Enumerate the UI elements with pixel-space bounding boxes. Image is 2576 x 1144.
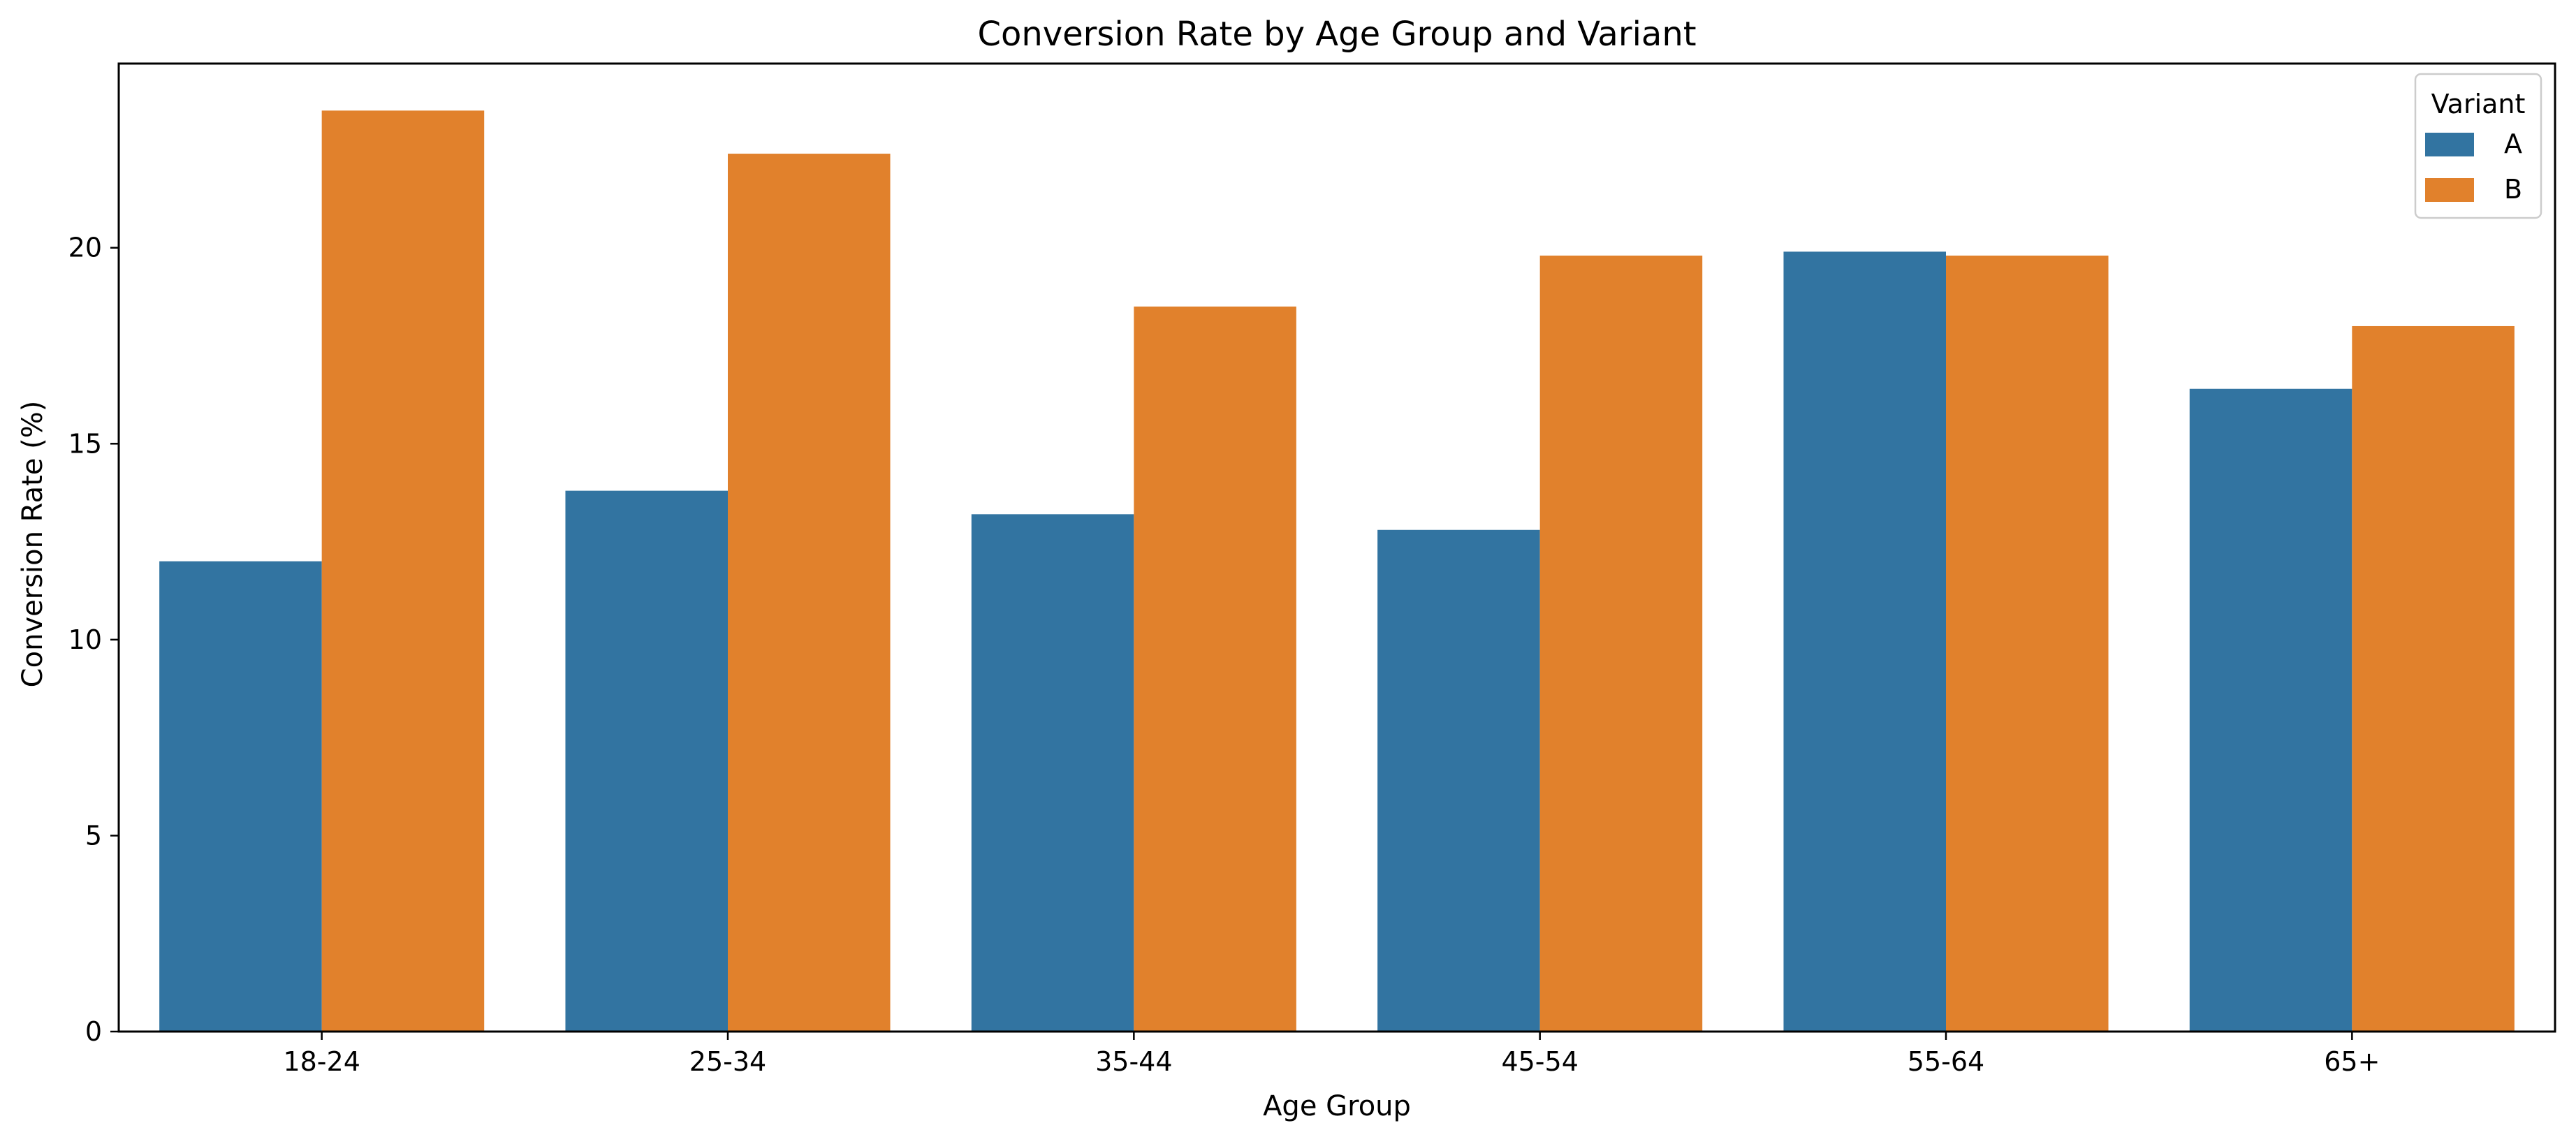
- x-tick-label: 25-34: [689, 1046, 766, 1077]
- chart-title: Conversion Rate by Age Group and Variant: [977, 15, 1696, 54]
- legend-label-B: B: [2504, 174, 2522, 205]
- x-tick-label: 55-64: [1908, 1046, 1984, 1077]
- bar-A-35-44: [971, 514, 1134, 1032]
- legend: Variant AB: [2414, 73, 2542, 219]
- y-tick-label: 0: [85, 1016, 102, 1047]
- bar-B-18-24: [321, 110, 485, 1032]
- bars-layer: [159, 110, 2515, 1032]
- legend-label-A: A: [2504, 129, 2522, 159]
- legend-title: Variant: [2431, 89, 2526, 119]
- bar-B-25-34: [728, 154, 891, 1032]
- y-tick-label: 10: [68, 624, 102, 655]
- bar-A-25-34: [565, 490, 728, 1032]
- y-tick-label: 20: [68, 233, 102, 263]
- x-tick-label: 45-54: [1501, 1046, 1578, 1077]
- y-tick-label: 5: [85, 820, 102, 851]
- y-tick-label: 15: [68, 428, 102, 459]
- bar-A-55-64: [1783, 251, 1946, 1032]
- bar-A-45-54: [1377, 529, 1540, 1032]
- bar-B-55-64: [1946, 255, 2109, 1032]
- bar-A-65+: [2189, 388, 2352, 1032]
- x-tick-label: 18-24: [283, 1046, 360, 1077]
- x-tick-label: 65+: [2324, 1046, 2380, 1077]
- x-axis-label: Age Group: [1263, 1090, 1411, 1122]
- bar-B-45-54: [1539, 255, 1703, 1032]
- y-axis: 0 5 10 15 20: [68, 233, 119, 1047]
- legend-swatch-A: [2425, 133, 2474, 156]
- bar-B-65+: [2352, 325, 2515, 1032]
- y-axis-label: Conversion Rate (%): [17, 401, 49, 688]
- bar-A-18-24: [159, 561, 322, 1032]
- x-tick-label: 35-44: [1095, 1046, 1172, 1077]
- plot-frame: [117, 62, 2556, 1033]
- legend-items: AB: [2425, 129, 2522, 205]
- bar-B-35-44: [1134, 306, 1296, 1032]
- legend-swatch-B: [2425, 178, 2474, 202]
- x-axis: 18-24 25-34 35-44 45-54 55-64 65+: [283, 1032, 2380, 1077]
